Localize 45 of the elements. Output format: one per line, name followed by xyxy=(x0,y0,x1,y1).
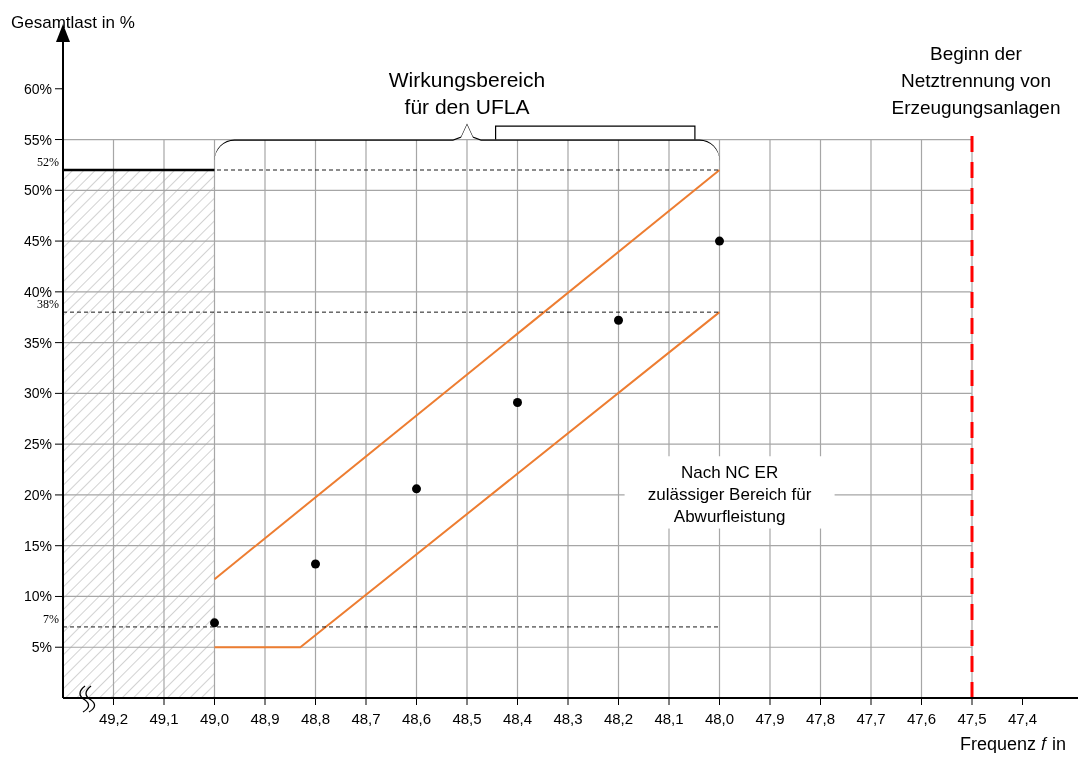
x-tick-label: 47,5 xyxy=(957,710,987,727)
x-tick-label: 48,1 xyxy=(654,710,684,727)
x-tick-label: 48,5 xyxy=(452,710,482,727)
x-tick-label: 47,7 xyxy=(856,710,886,727)
annotation: Wirkungsbereich für den UFLA xyxy=(388,67,546,119)
x-tick-label: 49,2 xyxy=(98,710,129,727)
x-tick-label: 48,0 xyxy=(704,710,735,727)
ref-line-label: 7% xyxy=(43,611,59,626)
ref-line-label: 52% xyxy=(37,155,59,169)
y-tick-label: 55% xyxy=(23,131,52,148)
y-tick-label: 40% xyxy=(23,283,52,300)
x-tick-label: 48,4 xyxy=(502,710,533,727)
x-tick-label: 47,6 xyxy=(906,710,937,727)
y-tick-label: 15% xyxy=(23,537,52,554)
point xyxy=(311,559,320,569)
point xyxy=(513,398,522,408)
y-tick-label: 60% xyxy=(23,80,52,97)
x-tick-label: 47,8 xyxy=(805,710,836,727)
x-tick-label: 48,2 xyxy=(603,710,634,727)
x-tick-label: 48,6 xyxy=(401,710,432,727)
y-axis-title: Gesamtlast in % xyxy=(11,13,135,32)
point xyxy=(715,236,724,246)
annotation: Nach NC ER zulässiger Bereich für Abwurfleistung xyxy=(647,462,812,527)
x-tick-label: 49,0 xyxy=(199,710,230,727)
y-tick-label: 20% xyxy=(23,486,52,503)
x-tick-label: 48,9 xyxy=(250,710,280,727)
x-axis-title: Frequenz 𝑓 in xyxy=(959,734,1067,754)
y-tick-label: 45% xyxy=(23,233,52,250)
y-tick-label: 30% xyxy=(23,385,52,402)
y-tick-label: 35% xyxy=(23,334,52,351)
x-tick-label: 47,9 xyxy=(755,710,785,727)
y-tick-label: 50% xyxy=(23,182,52,199)
point xyxy=(614,315,623,325)
ref-line-label: 38% xyxy=(37,297,59,312)
y-tick-label: 25% xyxy=(23,436,52,453)
x-tick-label: 48,3 xyxy=(553,710,583,727)
x-tick-label: 48,8 xyxy=(300,710,331,727)
x-tick-label: 48,7 xyxy=(351,710,381,727)
x-tick-label: 49,1 xyxy=(149,710,179,727)
point xyxy=(210,618,219,628)
ref-line-label: Beginn der Netztrennung von Erzeugungsanlagen xyxy=(891,42,1061,118)
y-tick-label: 5% xyxy=(31,639,52,656)
point xyxy=(412,484,421,494)
x-tick-label: 47,4 xyxy=(1007,710,1038,727)
y-tick-label: 10% xyxy=(23,588,52,605)
